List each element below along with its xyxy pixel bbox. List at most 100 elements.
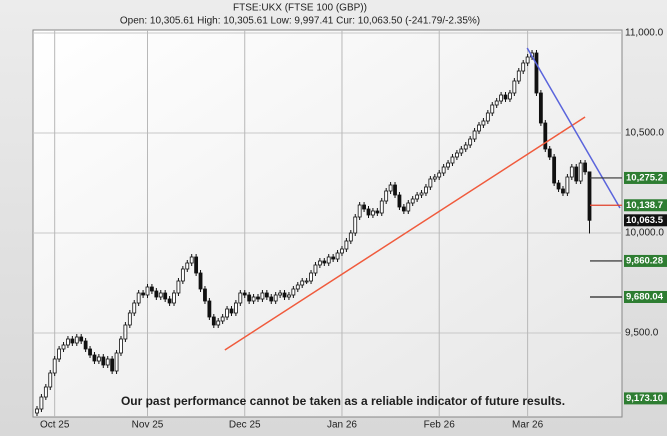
candle-body: [384, 190, 389, 202]
x-tick-label: Dec 25: [229, 420, 261, 431]
candle-body: [565, 176, 570, 194]
candle-body: [503, 94, 508, 100]
level-label: 9,860.28: [626, 255, 663, 266]
candle-body: [583, 162, 587, 173]
candle-body: [163, 292, 168, 300]
x-tick-label: Mar 26: [512, 420, 544, 431]
candle-body: [410, 198, 415, 204]
candle-body: [136, 292, 141, 304]
candle-body: [419, 192, 424, 196]
candle-body: [172, 292, 176, 304]
candle-body: [525, 56, 530, 64]
candle-body: [203, 288, 207, 302]
candle-body: [331, 256, 336, 260]
level-box: [624, 392, 667, 405]
candle-body: [141, 292, 145, 296]
candle-body: [251, 296, 256, 302]
candle-body: [446, 162, 450, 168]
candle-body: [366, 208, 371, 216]
candle-body: [463, 144, 468, 150]
candle-body: [123, 324, 128, 340]
candle-body: [158, 292, 163, 298]
candle-body: [211, 316, 216, 326]
candle-body: [287, 294, 291, 298]
candle-body: [543, 122, 548, 150]
candle-body: [304, 280, 309, 283]
candle-body: [481, 120, 486, 126]
candle-body: [393, 184, 397, 196]
candle-body: [441, 166, 446, 174]
candle-body: [145, 286, 150, 296]
candle-body: [432, 176, 437, 180]
candle-body: [322, 260, 327, 264]
level-box: [624, 290, 667, 303]
candle-body: [278, 292, 283, 296]
candle-body: [114, 352, 119, 372]
candle-body: [459, 148, 464, 154]
candle-body: [512, 80, 517, 94]
chart-title: FTSE:UKX (FTSE 100 (GBP)): [233, 3, 367, 14]
candle-body: [335, 252, 340, 260]
level-label: 10,063.5: [626, 215, 664, 226]
candle-body: [313, 264, 318, 274]
candle-body: [472, 130, 477, 140]
candle-body: [48, 372, 53, 388]
chart-subtitle: Open: 10,305.61 High: 10,305.61 Low: 9,9…: [120, 16, 480, 27]
disclaimer: Our past performance cannot be taken as …: [121, 394, 565, 408]
candle-body: [317, 260, 322, 266]
candle-body: [225, 308, 229, 318]
candle-body: [96, 356, 101, 362]
candle-body: [233, 302, 238, 314]
candle-body: [428, 178, 433, 188]
candle-body: [291, 288, 296, 296]
level-label: 10,138.7: [626, 200, 663, 211]
y-tick-label: 9,500.0: [625, 328, 659, 339]
candle-body: [83, 340, 88, 350]
candle-body: [88, 348, 92, 356]
plot-area: [32, 29, 623, 418]
candle-body: [587, 171, 592, 221]
candle-body: [401, 206, 406, 212]
candle-body: [344, 240, 349, 250]
y-tick-label: 10,500.0: [625, 128, 664, 139]
candle-body: [499, 94, 504, 102]
candle-body: [167, 298, 172, 304]
candle-body: [295, 284, 300, 290]
candle-body: [216, 320, 221, 326]
candle-body: [242, 292, 247, 296]
candle-body: [247, 294, 252, 302]
candle-body: [229, 308, 234, 314]
level-label: 10,275.2: [626, 172, 663, 183]
candle-body: [220, 316, 225, 322]
candle-body: [357, 204, 362, 218]
candle-body: [70, 338, 75, 344]
candle-body: [57, 348, 61, 360]
candle-body: [264, 292, 269, 298]
candle-body: [521, 62, 526, 72]
candle-body: [260, 292, 265, 300]
candle-body: [485, 112, 490, 122]
level-label: 9,173.10: [626, 393, 663, 404]
candle-body: [516, 70, 521, 82]
candle-body: [556, 182, 561, 190]
candle-body: [477, 124, 481, 132]
candle-body: [326, 256, 331, 264]
candle-body: [39, 396, 44, 410]
candle-body: [189, 256, 194, 264]
y-tick-label: 10,000.0: [625, 228, 664, 239]
candle-body: [132, 302, 137, 314]
candle-body: [110, 358, 115, 372]
candle-body: [154, 290, 159, 298]
candle-body: [538, 92, 543, 124]
candle-body: [397, 194, 402, 208]
x-tick-label: Feb 26: [424, 420, 456, 431]
candle-body: [375, 210, 380, 214]
candle-body: [309, 272, 313, 282]
candle-body: [194, 256, 199, 274]
candle-body: [300, 280, 305, 286]
candle-body: [534, 52, 539, 94]
candle-body: [454, 152, 459, 158]
candle-body: [207, 300, 212, 318]
candle-body: [185, 262, 190, 270]
